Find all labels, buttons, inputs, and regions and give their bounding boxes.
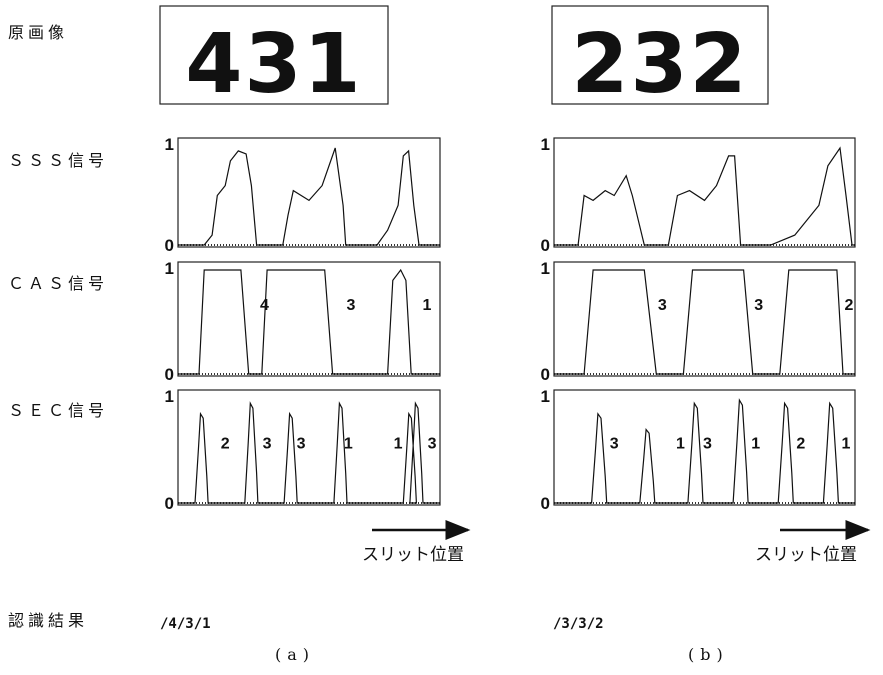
peak-label: 1 <box>842 435 851 452</box>
peak-label: 3 <box>658 297 667 314</box>
peak-label: 3 <box>346 297 355 314</box>
peak-label: 3 <box>297 435 306 452</box>
peak-label: 3 <box>263 435 272 452</box>
tick-label: 0 <box>165 494 174 513</box>
tick-label: 1 <box>165 259 174 278</box>
peak-label: 1 <box>676 435 685 452</box>
result: /4/3/1 <box>160 616 211 632</box>
peak-label: 3 <box>703 435 712 452</box>
peak-label: 2 <box>845 297 854 314</box>
tick-label: 1 <box>541 259 550 278</box>
peak-label: 2 <box>796 435 805 452</box>
axis-label: スリット位置 <box>755 545 857 565</box>
caption: (a) <box>275 645 315 664</box>
axis-label: スリット位置 <box>362 545 464 565</box>
peak-label: 2 <box>221 435 230 452</box>
plot-frame <box>177 261 441 377</box>
peak-label: 4 <box>260 297 269 314</box>
peak-label: 1 <box>344 435 353 452</box>
original-label: 原画像 <box>8 23 68 42</box>
signal-curve <box>178 268 440 375</box>
peak-label: 3 <box>428 435 437 452</box>
tick-label: 0 <box>165 236 174 255</box>
signal-label: ＳＥＣ信号 <box>8 401 108 420</box>
caption: (b) <box>688 645 729 664</box>
peak-label: 1 <box>751 435 760 452</box>
signal-curve <box>178 147 440 246</box>
signal-label: ＣＡＳ信号 <box>8 274 108 293</box>
tick-label: 1 <box>165 387 174 406</box>
tick-label: 0 <box>541 494 550 513</box>
plot-frame <box>553 261 856 377</box>
tick-label: 0 <box>541 236 550 255</box>
peak-label: 3 <box>754 297 763 314</box>
signal-curve <box>178 401 440 504</box>
peak-label: 1 <box>422 297 431 314</box>
plot-frame <box>553 137 856 248</box>
signal-curve <box>554 269 855 375</box>
tick-label: 1 <box>541 135 550 154</box>
result: /3/3/2 <box>553 616 604 632</box>
plot-frame <box>177 137 441 248</box>
peak-label: 3 <box>610 435 619 452</box>
peak-label: 1 <box>394 435 403 452</box>
digit-image: 431 <box>185 17 362 112</box>
tick-label: 1 <box>165 135 174 154</box>
signal-label: ＳＳＳ信号 <box>8 151 108 170</box>
tick-label: 1 <box>541 387 550 406</box>
tick-label: 0 <box>165 365 174 384</box>
digit-image: 232 <box>571 17 748 112</box>
plot-frame <box>177 389 441 506</box>
image-frame <box>551 5 769 105</box>
plot-frame <box>553 389 856 506</box>
image-frame <box>159 5 389 105</box>
result-label: 認識結果 <box>8 611 88 630</box>
signal-curve <box>554 398 855 504</box>
tick-label: 0 <box>541 365 550 384</box>
signal-curve <box>554 146 855 246</box>
